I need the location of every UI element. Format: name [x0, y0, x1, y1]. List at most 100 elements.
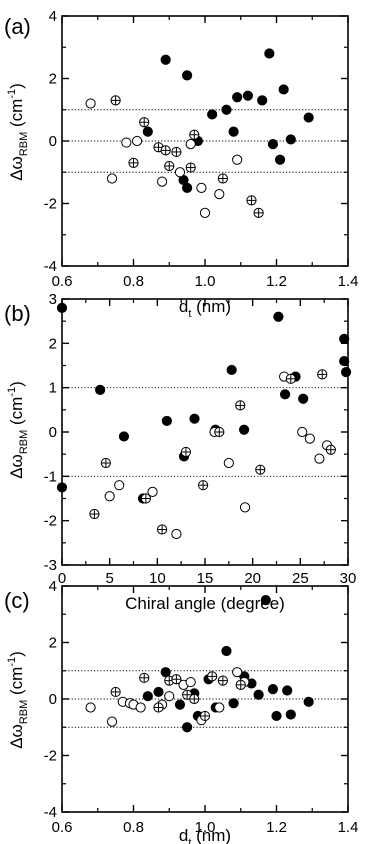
point-crossed	[255, 464, 266, 475]
point-open	[147, 486, 158, 497]
point-filled	[340, 367, 352, 378]
point-crossed	[189, 129, 200, 140]
point-crossed	[180, 446, 192, 458]
point-open	[232, 667, 243, 678]
y-label-subscript: RBM	[18, 430, 30, 454]
y-tick-label: 1	[49, 380, 57, 397]
point-filled	[303, 696, 314, 707]
point-filled	[267, 139, 279, 150]
point-filled	[282, 685, 293, 696]
point-filled	[182, 182, 193, 193]
point-filled	[207, 109, 218, 120]
point-open	[214, 702, 225, 713]
y-label-subscript: RBM	[18, 700, 30, 724]
x-label-unit: (nm)	[191, 826, 231, 844]
point-open	[232, 154, 243, 165]
y-tick-label: -4	[44, 258, 57, 275]
point-filled	[285, 709, 296, 720]
point-filled	[242, 90, 253, 101]
y-tick-label: 0	[49, 133, 57, 150]
x-tick-label: 0.8	[123, 819, 144, 836]
point-filled	[142, 691, 153, 702]
point-crossed	[253, 207, 264, 218]
y-tick-label: 0	[49, 691, 57, 708]
point-filled	[253, 689, 264, 700]
point-crossed	[185, 162, 196, 173]
x-label-subscript: t	[188, 308, 191, 320]
y-label-close: )	[7, 381, 26, 387]
point-crossed	[235, 400, 246, 411]
point-open	[297, 426, 308, 438]
point-crossed	[110, 686, 121, 698]
point-filled	[260, 595, 271, 606]
point-filled	[257, 95, 268, 106]
point-crossed	[197, 480, 209, 491]
point-crossed	[246, 195, 257, 206]
panel-3: 0.6 0.8 1.0 1.2 1.4 -4 -2 0 2 4 (c) ΔωRBM (cm-1) dt …	[4, 578, 358, 844]
point-filled	[267, 684, 279, 695]
y-label-symbol: Δω	[7, 156, 26, 181]
point-filled	[278, 84, 289, 95]
point-filled	[160, 667, 171, 678]
point-filled	[174, 699, 186, 710]
x-axis-label: dt (nm)	[179, 826, 231, 844]
x-tick-label: 0.8	[123, 273, 144, 290]
y-tick-label: -2	[44, 513, 57, 530]
point-filled	[189, 413, 200, 424]
panel-label: (b)	[4, 301, 31, 326]
point-filled	[228, 698, 239, 709]
y-label-superscript: -1	[6, 89, 18, 99]
point-filled	[153, 686, 164, 698]
point-crossed	[153, 702, 164, 713]
point-filled	[279, 389, 291, 400]
point-open	[106, 716, 118, 727]
y-axis-label: ΔωRBM (cm-1)	[6, 651, 30, 749]
y-label-unit: (cm	[7, 667, 26, 700]
x-tick-label: 0	[58, 570, 66, 587]
y-tick-label: -2	[44, 748, 57, 765]
point-open	[171, 528, 182, 540]
point-open	[157, 176, 168, 187]
point-open	[106, 173, 118, 184]
x-label-unit: (nm)	[191, 297, 231, 316]
x-tick-label: 15	[197, 570, 214, 587]
point-open	[185, 139, 196, 150]
point-open	[304, 433, 315, 444]
point-filled	[182, 722, 193, 733]
y-tick-label: -2	[44, 196, 57, 213]
point-filled	[160, 54, 171, 65]
y-tick-label: -1	[44, 468, 57, 485]
x-tick-label: 1.0	[195, 819, 216, 836]
point-crossed	[128, 157, 139, 168]
y-label-symbol: Δω	[7, 454, 26, 479]
point-open	[121, 137, 132, 148]
y-tick-label: 4	[49, 8, 57, 25]
point-crossed	[157, 524, 168, 535]
point-open	[104, 491, 115, 502]
point-filled	[273, 311, 284, 322]
x-tick-label: 25	[292, 570, 309, 587]
point-crossed	[207, 671, 218, 682]
x-tick-label: 0.6	[52, 819, 73, 836]
point-filled	[56, 302, 68, 313]
x-label-symbol: d	[179, 297, 188, 316]
y-axis-label: ΔωRBM (cm-1)	[6, 83, 30, 181]
point-open	[164, 691, 175, 702]
point-crossed	[171, 674, 182, 685]
y-tick-label: 4	[49, 578, 57, 595]
x-tick-label: 0.6	[52, 273, 73, 290]
point-crossed	[100, 457, 111, 469]
x-tick-label: 20	[244, 570, 261, 587]
y-tick-label: 2	[49, 635, 57, 652]
x-tick-label: 1.2	[266, 819, 287, 836]
y-tick-label: -3	[44, 557, 57, 574]
point-filled	[161, 415, 172, 427]
point-filled	[221, 104, 232, 115]
x-tick-label: 1.2	[266, 273, 287, 290]
point-crossed	[140, 493, 151, 504]
point-open	[196, 182, 207, 193]
point-filled	[238, 424, 250, 435]
point-open	[214, 189, 225, 200]
point-filled	[228, 126, 239, 137]
panel-1: 0.6 0.8 1.0 1.2 1.4 -4 -2 0 2 4 (a) ΔωRBM (cm-1) dt …	[4, 8, 358, 320]
